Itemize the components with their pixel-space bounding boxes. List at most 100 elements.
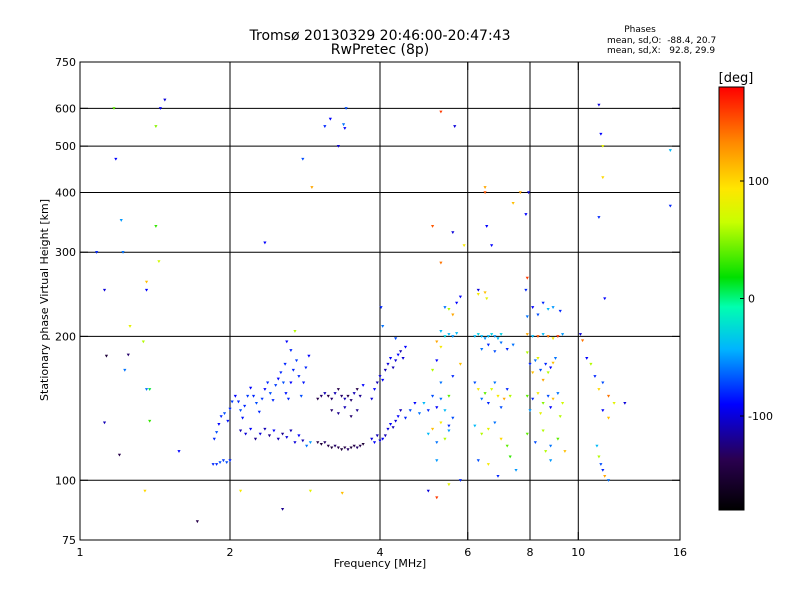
data-point xyxy=(388,357,393,360)
data-point xyxy=(391,426,395,430)
data-point xyxy=(123,368,127,372)
data-point xyxy=(308,489,313,493)
data-point xyxy=(163,98,167,102)
x-tick-label: 2 xyxy=(227,546,234,559)
data-point xyxy=(346,394,350,398)
data-point xyxy=(476,333,480,336)
data-point xyxy=(336,412,340,416)
data-point xyxy=(358,394,362,398)
data-point xyxy=(336,144,340,148)
colorbar-gradient xyxy=(718,86,745,511)
data-point xyxy=(476,293,480,296)
data-point xyxy=(154,125,158,128)
data-point xyxy=(268,392,272,395)
data-point xyxy=(372,388,377,391)
data-point xyxy=(541,429,545,433)
data-point xyxy=(375,381,379,385)
data-point xyxy=(531,335,535,338)
data-point xyxy=(546,394,550,398)
data-point xyxy=(558,309,562,313)
data-point xyxy=(251,394,256,398)
colorbar-tick-label: -100 xyxy=(748,410,773,423)
data-point xyxy=(280,432,285,436)
data-point xyxy=(597,388,601,391)
data-point xyxy=(417,412,422,416)
data-point xyxy=(490,333,494,336)
data-point xyxy=(536,313,540,317)
data-point xyxy=(399,409,403,413)
data-point xyxy=(578,333,583,336)
data-point xyxy=(556,437,560,441)
data-point xyxy=(447,429,451,433)
data-point xyxy=(426,489,430,493)
data-point xyxy=(271,399,275,402)
data-point xyxy=(307,354,311,358)
data-point xyxy=(558,415,562,419)
data-point xyxy=(316,397,320,401)
grid-lines xyxy=(80,62,680,540)
data-point xyxy=(524,213,528,216)
data-point xyxy=(453,125,457,128)
data-point xyxy=(603,474,607,478)
data-point xyxy=(563,450,567,453)
data-point xyxy=(493,381,497,385)
chart-subtitle: RwPretec (8p) xyxy=(331,42,429,58)
data-point xyxy=(593,375,597,378)
data-point xyxy=(310,186,314,189)
data-point xyxy=(308,441,313,445)
data-point xyxy=(349,415,353,419)
colorbar-tick-label: 0 xyxy=(748,293,755,306)
data-point xyxy=(451,335,455,338)
data-point xyxy=(556,335,560,338)
data-point xyxy=(243,404,247,408)
data-point xyxy=(480,432,484,436)
data-point xyxy=(119,219,123,222)
y-tick-label: 750 xyxy=(55,56,76,69)
data-point xyxy=(218,461,222,464)
data-point xyxy=(546,307,550,311)
data-point xyxy=(263,241,267,245)
data-point xyxy=(538,368,543,372)
data-point xyxy=(451,375,455,378)
data-point xyxy=(217,423,221,426)
data-point xyxy=(533,359,537,363)
data-point xyxy=(319,394,323,398)
data-point xyxy=(549,459,553,463)
data-point xyxy=(422,401,426,405)
data-point xyxy=(330,446,334,450)
data-point xyxy=(336,388,340,391)
data-point xyxy=(293,330,297,333)
data-point xyxy=(215,431,219,434)
data-point xyxy=(541,333,545,336)
data-point xyxy=(480,348,484,351)
data-point xyxy=(352,392,356,395)
data-point xyxy=(553,357,558,360)
data-point xyxy=(443,409,447,413)
data-point xyxy=(276,437,280,441)
data-point xyxy=(263,427,267,431)
data-point xyxy=(531,371,535,375)
data-point xyxy=(336,446,340,450)
data-point xyxy=(612,401,616,405)
data-point xyxy=(114,157,118,161)
x-tick-label: 1 xyxy=(77,546,84,559)
data-point xyxy=(606,394,611,398)
data-point xyxy=(304,366,308,370)
data-point xyxy=(301,157,305,161)
data-point xyxy=(524,288,528,292)
data-point xyxy=(439,261,443,265)
data-point xyxy=(289,349,293,352)
data-point xyxy=(230,400,234,404)
data-point xyxy=(394,337,398,341)
data-point xyxy=(508,394,512,398)
data-point xyxy=(396,353,400,357)
data-point xyxy=(272,429,276,433)
data-point xyxy=(386,362,390,366)
chart-title: Tromsø 20130329 20:46:00-20:47:43 xyxy=(249,28,511,44)
data-point xyxy=(599,132,603,136)
data-point xyxy=(226,419,230,423)
y-tick-label: 500 xyxy=(55,140,76,153)
data-point xyxy=(435,340,439,344)
data-point xyxy=(538,412,543,416)
data-point xyxy=(430,225,435,228)
